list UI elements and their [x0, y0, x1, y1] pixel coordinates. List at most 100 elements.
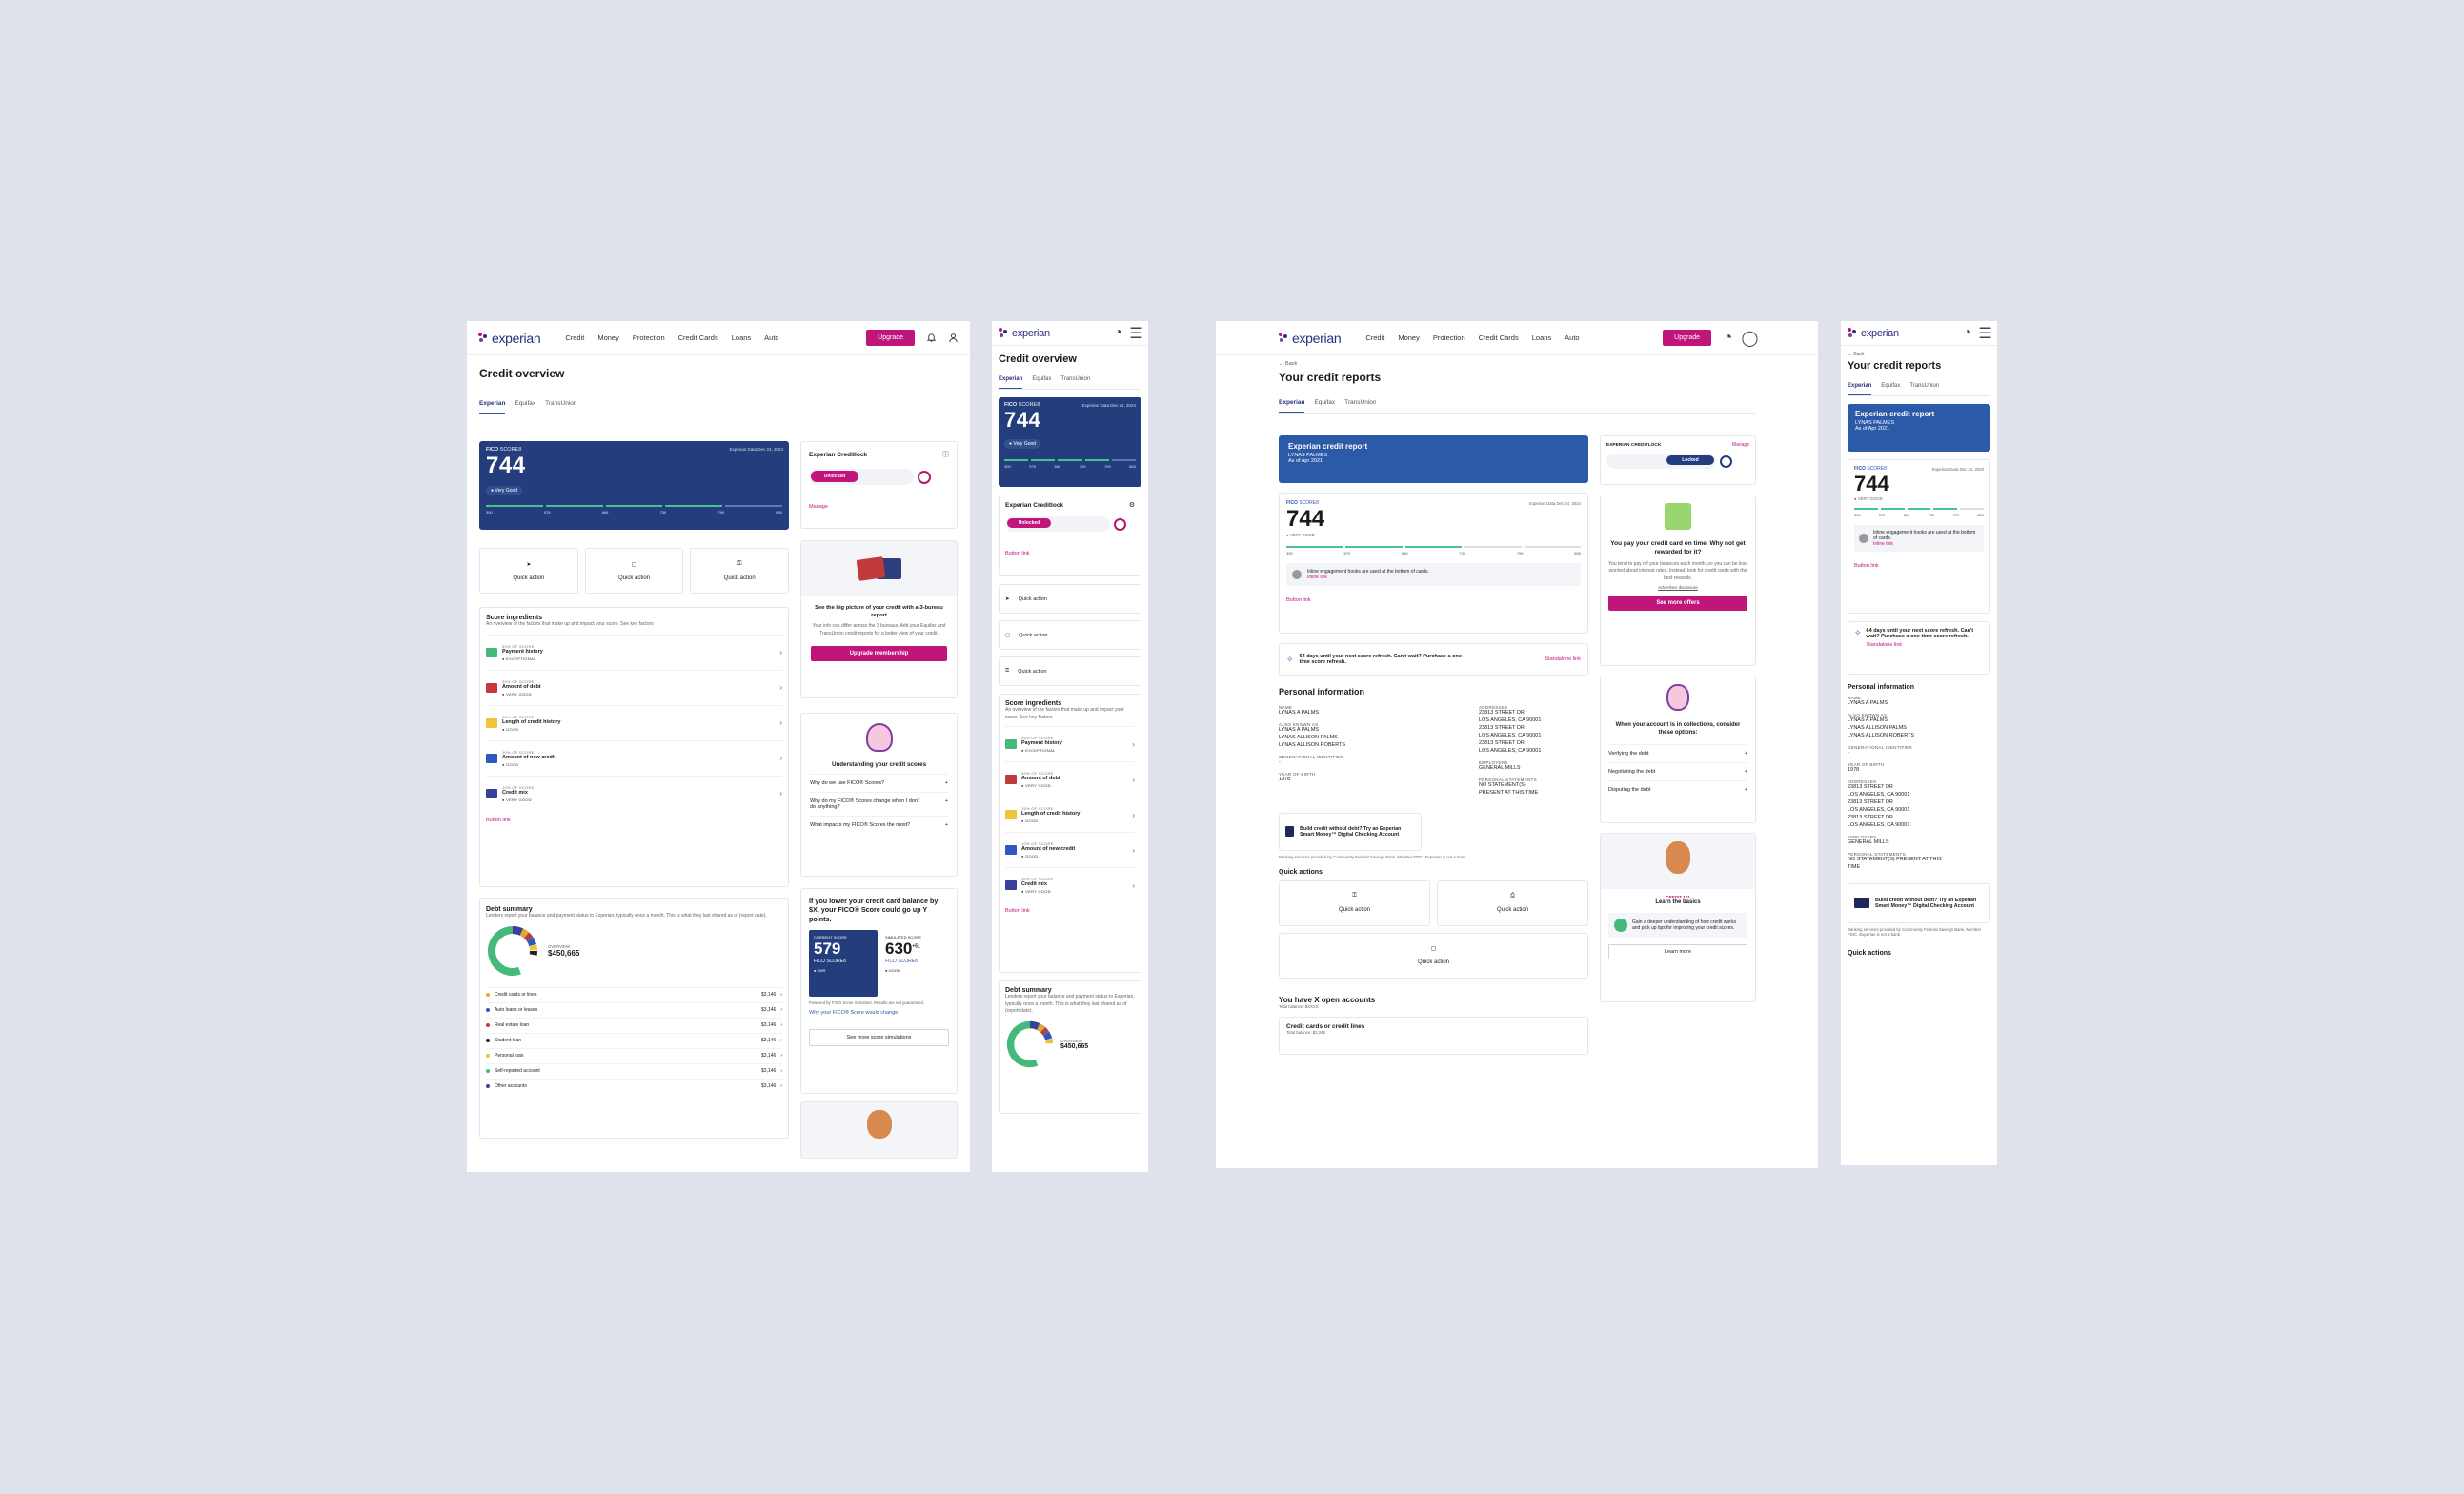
ingredients-button-link[interactable]: Button link	[1005, 908, 1030, 914]
tab-equifax[interactable]: Equifax	[1881, 383, 1901, 389]
inline-link[interactable]: Inline link	[1873, 541, 1893, 547]
button-link[interactable]: Button link	[1286, 597, 1311, 603]
tab-experian[interactable]: Experian	[999, 376, 1023, 389]
user-icon[interactable]	[948, 333, 959, 343]
collections-option-1[interactable]: Verifying the debt +	[1608, 744, 1747, 762]
bell-icon[interactable]: ◔	[1723, 329, 1733, 346]
quick-action-3[interactable]: ⚿ Quick action	[999, 656, 1141, 686]
ingredient-row[interactable]: 10% OF SCORE Amount of new credit ● GOOD ›	[486, 739, 782, 776]
quick-action-2[interactable]: ⎙ Quick action	[1437, 879, 1588, 926]
quick-action-3[interactable]: ▢ Quick action	[1279, 932, 1588, 979]
debt-line-row[interactable]: Student loan $3,146 ›	[486, 1032, 782, 1048]
button-link[interactable]: Button link	[1854, 563, 1879, 569]
tab-transunion[interactable]: TransUnion	[1060, 376, 1091, 382]
credit-cards-card[interactable]: Credit cards or credit lines Total balan…	[1279, 1016, 1588, 1055]
nav-link-protection[interactable]: Protection	[1432, 333, 1465, 342]
debt-line-row[interactable]: Real estate loan $3,146 ›	[486, 1017, 782, 1033]
back-link[interactable]: ← Back	[1848, 352, 1865, 357]
menu-icon[interactable]: ☰	[1129, 325, 1143, 342]
standalone-link[interactable]: Standalone link	[1545, 656, 1581, 662]
experian-logo[interactable]: experian	[1848, 328, 1899, 339]
bell-icon[interactable]	[926, 333, 937, 343]
ingredient-row[interactable]: 30% OF SCORE Amount of debt ● VERY GOOD ›	[486, 669, 782, 705]
menu-icon[interactable]: ☰	[1978, 325, 1992, 342]
creditlock-manage-link[interactable]: Manage	[809, 504, 828, 510]
ingredients-button-link[interactable]: Button link	[486, 817, 511, 823]
info-icon[interactable]: ⓘ	[942, 452, 949, 458]
advertiser-disclosure-link[interactable]: Advertiser disclosure	[1658, 585, 1698, 591]
nav-link-money[interactable]: Money	[597, 333, 619, 342]
ingredient-row[interactable]: 30% OF SCORE Amount of debt ● VERY GOOD ›	[1005, 761, 1135, 797]
info-icon[interactable]: ⚙	[1128, 502, 1135, 509]
experian-logo[interactable]: experian	[1279, 331, 1342, 346]
faq-item-2[interactable]: Why do my FICO® Scores change when I don…	[810, 792, 948, 816]
standalone-link[interactable]: Standalone link	[1866, 642, 1903, 648]
nav-link-credit[interactable]: Credit	[1365, 333, 1385, 342]
experian-logo[interactable]: experian	[999, 328, 1050, 339]
ingredient-row[interactable]: 35% OF SCORE Payment history ● EXCEPTIONAL…	[486, 634, 782, 670]
faq-item-3[interactable]: What impacts my FICO® Scores the most? +	[810, 816, 948, 834]
nav-link-auto[interactable]: Auto	[764, 333, 779, 342]
upgrade-membership-button[interactable]: Upgrade membership	[811, 646, 947, 662]
faq-item-1[interactable]: Why do we use FICO® Scores? +	[810, 774, 948, 792]
learn-more-button[interactable]: Learn more	[1608, 944, 1747, 959]
back-link[interactable]: ← Back	[1279, 361, 1298, 367]
experian-report-banner[interactable]: Experian credit report LYNAS PALMES As o…	[1848, 404, 1990, 452]
tab-transunion[interactable]: TransUnion	[1344, 399, 1377, 406]
nav-link-credit-cards[interactable]: Credit Cards	[677, 333, 718, 342]
tab-equifax[interactable]: Equifax	[515, 400, 536, 407]
ingredient-row[interactable]: 35% OF SCORE Payment history ● EXCEPTIONAL…	[1005, 726, 1135, 761]
quick-action-2[interactable]: ▢ Quick action	[584, 548, 684, 594]
smart-money-card[interactable]: Build credit without debt? Try an Experi…	[1279, 812, 1422, 851]
tab-experian[interactable]: Experian	[1848, 383, 1872, 395]
debt-line-row[interactable]: Credit cards or lines $3,146 ›	[486, 986, 782, 1002]
creditlock-toggle[interactable]: Unlocked	[1005, 516, 1110, 532]
debt-line-row[interactable]: Personal loan $3,146 ›	[486, 1047, 782, 1063]
fico-score-card[interactable]: FICO SCORE8 Experian Data Dec 24, 2024 7…	[999, 397, 1141, 487]
see-more-offers-button[interactable]: See more offers	[1608, 596, 1747, 612]
more-simulations-button[interactable]: See more score simulations	[809, 1029, 949, 1047]
button-link[interactable]: Button link	[1005, 551, 1030, 556]
nav-link-credit-cards[interactable]: Credit Cards	[1478, 333, 1519, 342]
ingredient-row[interactable]: 15% OF SCORE Length of credit history ● GO…	[1005, 797, 1135, 832]
fico-score-card[interactable]: FICO SCORE8 Experian Data Dec 24, 2024 7…	[479, 441, 789, 530]
debt-line-row[interactable]: Auto loans or leases $3,146 ›	[486, 1001, 782, 1018]
creditlock-toggle[interactable]: Unlocked	[809, 469, 914, 485]
quick-action-1[interactable]: ⚿ Quick action	[1279, 879, 1430, 926]
bell-icon[interactable]: ◔	[1962, 324, 1972, 341]
tab-equifax[interactable]: Equifax	[1314, 399, 1336, 406]
nav-link-auto[interactable]: Auto	[1565, 333, 1580, 342]
nav-link-credit[interactable]: Credit	[565, 333, 585, 342]
experian-logo[interactable]: experian	[478, 331, 541, 346]
tab-experian[interactable]: Experian	[479, 400, 506, 414]
nav-link-loans[interactable]: Loans	[1531, 333, 1552, 342]
experian-report-banner[interactable]: Experian credit report LYNAS PALMES As o…	[1279, 435, 1588, 483]
ingredient-row[interactable]: 15% OF SCORE Length of credit history ● GO…	[486, 704, 782, 740]
upgrade-button[interactable]: Upgrade	[866, 330, 915, 346]
upgrade-button[interactable]: Upgrade	[1663, 330, 1711, 346]
tab-transunion[interactable]: TransUnion	[1909, 383, 1940, 389]
quick-action-3[interactable]: ⚿ Quick action	[690, 548, 790, 594]
nav-link-money[interactable]: Money	[1398, 333, 1420, 342]
ingredient-row[interactable]: 10% OF SCORE Credit mix ● VERY GOOD ›	[486, 775, 782, 811]
debt-line-row[interactable]: Other accounts $3,146 ›	[486, 1078, 782, 1094]
tab-transunion[interactable]: TransUnion	[545, 400, 577, 407]
creditlock-manage-link[interactable]: Manage	[1731, 442, 1749, 448]
collections-option-3[interactable]: Disputing the debt +	[1608, 780, 1747, 798]
smart-money-card[interactable]: Build credit without debt? Try an Experi…	[1848, 882, 1990, 923]
nav-link-protection[interactable]: Protection	[632, 333, 665, 342]
quick-action-1[interactable]: ➤ Quick action	[999, 584, 1141, 614]
ingredient-row[interactable]: 10% OF SCORE Credit mix ● VERY GOOD ›	[1005, 867, 1135, 902]
quick-action-2[interactable]: ▢ Quick action	[999, 620, 1141, 650]
creditlock-toggle[interactable]: Locked	[1606, 454, 1716, 469]
why-score-change-link[interactable]: Why your FICO® Score would change	[809, 1010, 899, 1017]
tab-experian[interactable]: Experian	[1279, 399, 1305, 413]
nav-link-loans[interactable]: Loans	[731, 333, 752, 342]
quick-action-1[interactable]: ➤ Quick action	[479, 548, 578, 594]
debt-line-row[interactable]: Self-reported account $3,146 ›	[486, 1062, 782, 1079]
inline-link[interactable]: Inline link	[1307, 575, 1327, 580]
ingredient-row[interactable]: 10% OF SCORE Amount of new credit ● GOOD ›	[1005, 832, 1135, 867]
tab-equifax[interactable]: Equifax	[1032, 376, 1052, 382]
bell-icon[interactable]: ◔	[1113, 324, 1123, 341]
user-icon[interactable]: ◯	[1741, 330, 1759, 347]
